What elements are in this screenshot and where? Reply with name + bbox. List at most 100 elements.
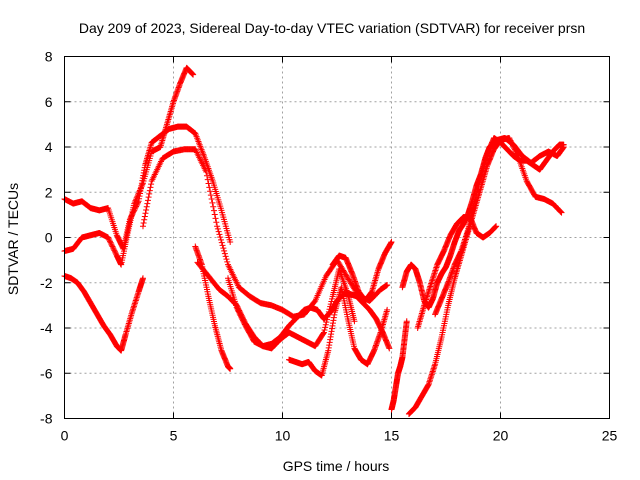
data-point	[227, 365, 234, 372]
series-track-3	[61, 272, 146, 354]
data-point	[238, 313, 245, 320]
data-point	[111, 247, 118, 254]
y-tick-label: -2	[40, 275, 53, 291]
data-point	[146, 190, 153, 197]
data-point	[513, 149, 520, 156]
data-point	[134, 191, 141, 198]
y-axis-label: SDTVAR / TECUs	[5, 183, 21, 295]
data-point	[388, 239, 395, 246]
data-point	[384, 282, 391, 289]
data-point	[236, 309, 243, 316]
data-point	[211, 211, 218, 218]
data-point	[218, 239, 225, 246]
data-point	[507, 137, 514, 144]
data-point	[206, 184, 213, 191]
data-point	[212, 215, 219, 222]
data-point	[322, 324, 329, 331]
data-point	[207, 192, 214, 199]
series-track-9	[329, 239, 395, 304]
data-point	[142, 210, 149, 217]
data-point	[508, 140, 515, 147]
data-point	[511, 146, 518, 153]
data-point	[214, 223, 221, 230]
y-tick-label: -6	[40, 365, 53, 381]
data-point	[208, 196, 215, 203]
data-point	[210, 207, 217, 214]
data-point	[131, 200, 138, 207]
data-point	[108, 240, 115, 247]
data-point	[329, 295, 336, 302]
data-point	[239, 317, 246, 324]
data-point	[143, 207, 150, 214]
data-point	[234, 305, 241, 312]
data-point	[233, 304, 240, 311]
data-point	[238, 314, 245, 321]
data-point	[207, 188, 214, 195]
data-point	[224, 258, 231, 265]
grid	[64, 56, 610, 419]
series-track-10	[388, 318, 410, 413]
data-point	[493, 223, 500, 230]
data-point	[323, 319, 330, 326]
data-point	[219, 242, 226, 249]
data-point	[351, 318, 358, 325]
data-point	[204, 176, 211, 183]
data-point	[235, 308, 242, 315]
data-point	[136, 187, 143, 194]
y-tick-label: 8	[45, 49, 53, 65]
data-point	[109, 243, 116, 250]
x-tick-label: 0	[61, 428, 69, 444]
data-point	[386, 345, 393, 352]
data-point	[511, 145, 518, 152]
data-point	[138, 184, 145, 191]
data-point	[137, 186, 144, 193]
data-point	[106, 237, 113, 244]
data-point	[144, 197, 151, 204]
data-point	[220, 245, 227, 252]
data-point	[203, 168, 210, 175]
data-point	[217, 234, 224, 241]
data-point	[234, 307, 241, 314]
x-tick-label: 25	[602, 428, 618, 444]
data-point	[105, 235, 112, 242]
data-point	[107, 239, 114, 246]
data-point	[320, 330, 327, 337]
data-point	[512, 147, 519, 154]
data-point	[384, 306, 391, 313]
data-point	[110, 244, 117, 251]
data-point	[239, 316, 246, 323]
series-track-12	[405, 134, 565, 417]
series-track-11	[399, 134, 567, 311]
series-track-8	[286, 284, 391, 379]
data-point	[147, 184, 154, 191]
chart-title: Day 209 of 2023, Sidereal Day-to-day VTE…	[79, 20, 585, 36]
y-tick-label: -8	[40, 411, 53, 427]
data-point	[108, 242, 115, 249]
data-point	[141, 216, 148, 223]
series-track-2	[61, 64, 197, 268]
data-point	[506, 134, 513, 141]
axis-ticks: 0 5 10 15 20 25 -8 -6 -4 -2 0 2 4 6 8	[40, 49, 617, 444]
data-point	[203, 172, 210, 179]
data-point	[217, 236, 224, 243]
series-track-1	[61, 123, 234, 252]
data-point	[321, 326, 328, 333]
data-point	[132, 197, 139, 204]
data-point	[210, 203, 217, 210]
data-point	[320, 329, 327, 336]
data-point	[241, 320, 248, 327]
x-tick-label: 20	[493, 428, 509, 444]
series-track-7	[225, 275, 393, 352]
data-point	[133, 196, 140, 203]
data-point	[209, 199, 216, 206]
data-point	[221, 250, 228, 257]
data-point	[143, 203, 150, 210]
data-point	[139, 181, 146, 188]
data-point	[134, 193, 141, 200]
data-point	[506, 136, 513, 143]
data-point	[236, 311, 243, 318]
data-point	[145, 194, 152, 201]
data-point	[139, 223, 146, 230]
data-point	[146, 187, 153, 194]
